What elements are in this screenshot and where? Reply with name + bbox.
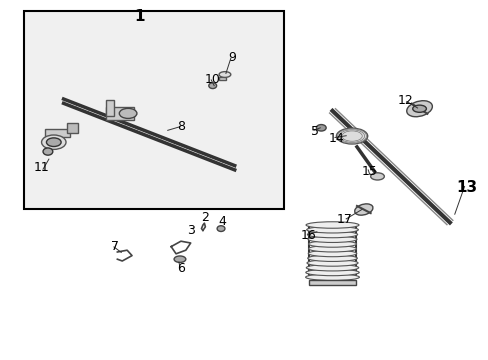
Text: 2: 2 bbox=[201, 211, 209, 224]
Ellipse shape bbox=[305, 274, 359, 280]
Ellipse shape bbox=[412, 105, 426, 112]
Text: 7: 7 bbox=[111, 240, 119, 253]
Ellipse shape bbox=[119, 108, 137, 118]
Ellipse shape bbox=[336, 128, 367, 144]
Ellipse shape bbox=[219, 72, 230, 77]
Ellipse shape bbox=[43, 148, 53, 155]
Ellipse shape bbox=[306, 260, 357, 266]
Ellipse shape bbox=[174, 256, 185, 262]
Text: 14: 14 bbox=[328, 132, 344, 145]
Text: 13: 13 bbox=[455, 180, 477, 195]
Ellipse shape bbox=[342, 131, 361, 141]
Text: 12: 12 bbox=[397, 94, 413, 107]
Bar bbox=[308, 280, 356, 285]
Bar bbox=[24, 11, 283, 209]
Text: 15: 15 bbox=[361, 165, 376, 177]
Ellipse shape bbox=[217, 226, 224, 231]
Bar bbox=[105, 100, 114, 116]
Ellipse shape bbox=[46, 138, 61, 147]
Ellipse shape bbox=[354, 204, 372, 215]
Text: 8: 8 bbox=[177, 120, 184, 132]
Ellipse shape bbox=[341, 131, 362, 141]
Bar bbox=[105, 107, 134, 120]
Ellipse shape bbox=[305, 222, 358, 228]
Text: 9: 9 bbox=[228, 51, 236, 64]
Text: 4: 4 bbox=[218, 215, 226, 228]
Text: 3: 3 bbox=[186, 224, 194, 237]
Ellipse shape bbox=[305, 269, 359, 276]
Ellipse shape bbox=[406, 101, 431, 117]
Bar bbox=[218, 77, 226, 80]
Ellipse shape bbox=[307, 231, 357, 238]
Text: 5: 5 bbox=[311, 125, 319, 138]
Text: 1: 1 bbox=[134, 9, 144, 24]
Ellipse shape bbox=[339, 130, 364, 143]
Ellipse shape bbox=[316, 125, 325, 131]
Text: 11: 11 bbox=[34, 161, 49, 174]
Ellipse shape bbox=[307, 250, 356, 257]
Text: 6: 6 bbox=[177, 262, 184, 275]
Ellipse shape bbox=[307, 255, 357, 261]
Bar bbox=[67, 123, 78, 133]
Text: 16: 16 bbox=[300, 229, 315, 242]
Text: 17: 17 bbox=[336, 213, 352, 226]
Ellipse shape bbox=[370, 173, 384, 180]
Ellipse shape bbox=[208, 83, 216, 89]
Ellipse shape bbox=[308, 246, 356, 252]
Ellipse shape bbox=[306, 226, 358, 233]
Ellipse shape bbox=[308, 241, 356, 247]
Ellipse shape bbox=[337, 129, 366, 143]
Bar bbox=[45, 129, 70, 137]
Ellipse shape bbox=[305, 265, 358, 271]
Text: 10: 10 bbox=[204, 73, 220, 86]
Ellipse shape bbox=[41, 135, 66, 149]
Ellipse shape bbox=[307, 236, 356, 243]
